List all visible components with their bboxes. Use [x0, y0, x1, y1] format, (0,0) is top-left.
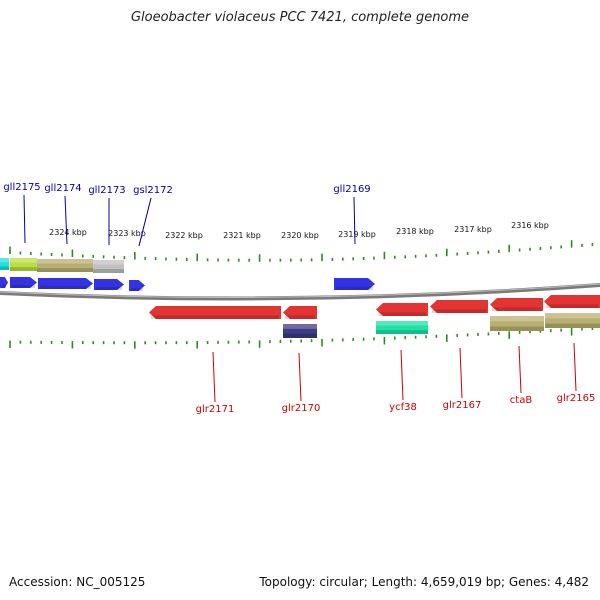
gene-label-top: gsl2172: [133, 185, 173, 196]
bottom-gene-labels: glr2171 glr2170 ycf38 glr2167 ctaB glr2165: [196, 342, 596, 415]
feature-layer: [0, 258, 600, 338]
reverse-gene-arrow: [334, 278, 375, 290]
gene-label-top: gll2169: [333, 184, 370, 195]
navy-feature-block: [283, 324, 317, 338]
gray-feature-block: [93, 260, 124, 273]
reverse-gene-arrow: [10, 277, 37, 288]
scale-tick-label: 2319 kbp: [338, 230, 376, 239]
gene-leader-line: [353, 196, 356, 245]
gene-leader-line: [138, 197, 152, 247]
forward-gene-arrow: [544, 295, 600, 308]
genome-backbone: [0, 283, 600, 301]
gene-leader-line: [23, 194, 26, 244]
gene-label-bottom: ycf38: [389, 402, 417, 413]
khaki-feature-block: [37, 259, 93, 272]
gene-leader-line: [518, 345, 522, 394]
gene-leader-line: [459, 347, 463, 399]
genome-backbone-highlight: [0, 283, 600, 298]
scale-labels: 2324 kbp 2323 kbp 2322 kbp 2321 kbp 2320 kbp…: [49, 221, 549, 240]
khaki-feature-block: [490, 316, 544, 331]
gene-label-bottom: ctaB: [510, 395, 533, 406]
scale-tick-label: 2316 kbp: [511, 221, 549, 230]
gene-label-bottom: glr2171: [196, 404, 235, 415]
top-tick-row: [9, 240, 594, 262]
accession-text: Accession: NC_005125: [9, 575, 146, 589]
gene-leader-line: [573, 342, 577, 392]
scale-tick-label: 2324 kbp: [49, 228, 87, 237]
top-gene-labels: gll2175 gll2174 gll2173 gsl2172 gll2169: [3, 182, 371, 247]
gene-label-top: gll2175: [3, 182, 40, 193]
forward-gene-arrow: [376, 303, 428, 316]
scale-tick-label: 2320 kbp: [281, 231, 319, 240]
gene-leader-line: [212, 351, 216, 403]
gene-leader-line: [298, 352, 302, 402]
cyan-feature-block: [0, 258, 9, 270]
lime-feature-block: [10, 258, 37, 271]
scale-tick-label: 2318 kbp: [396, 227, 434, 236]
bottom-tick-row: [9, 326, 594, 349]
gene-leader-line: [64, 195, 68, 245]
scale-tick-label: 2322 kbp: [165, 231, 203, 240]
reverse-gene-arrow: [129, 280, 145, 291]
forward-gene-arrow: [283, 306, 317, 319]
forward-gene-arrow: [490, 298, 543, 311]
gene-label-top: gll2173: [88, 185, 125, 196]
gene-label-top: gll2174: [44, 183, 81, 194]
scale-tick-label: 2317 kbp: [454, 225, 492, 234]
forward-gene-arrow: [430, 300, 488, 313]
gene-label-bottom: glr2165: [557, 393, 596, 404]
reverse-gene-arrow: [0, 277, 8, 288]
reverse-gene-arrow: [94, 279, 124, 290]
map-title: Gloeobacter violaceus PCC 7421, complete…: [130, 10, 470, 25]
teal-feature-block: [376, 321, 428, 334]
forward-gene-arrow: [149, 306, 281, 319]
khaki-feature-block: [545, 313, 600, 328]
scale-tick-label: 2323 kbp: [108, 229, 146, 238]
gene-leader-line: [400, 349, 404, 401]
reverse-gene-arrow: [38, 278, 93, 289]
gene-label-bottom: glr2170: [282, 403, 321, 414]
gene-label-bottom: glr2167: [443, 400, 482, 411]
scale-tick-label: 2321 kbp: [223, 231, 261, 240]
topology-text: Topology: circular; Length: 4,659,019 bp…: [259, 575, 589, 589]
